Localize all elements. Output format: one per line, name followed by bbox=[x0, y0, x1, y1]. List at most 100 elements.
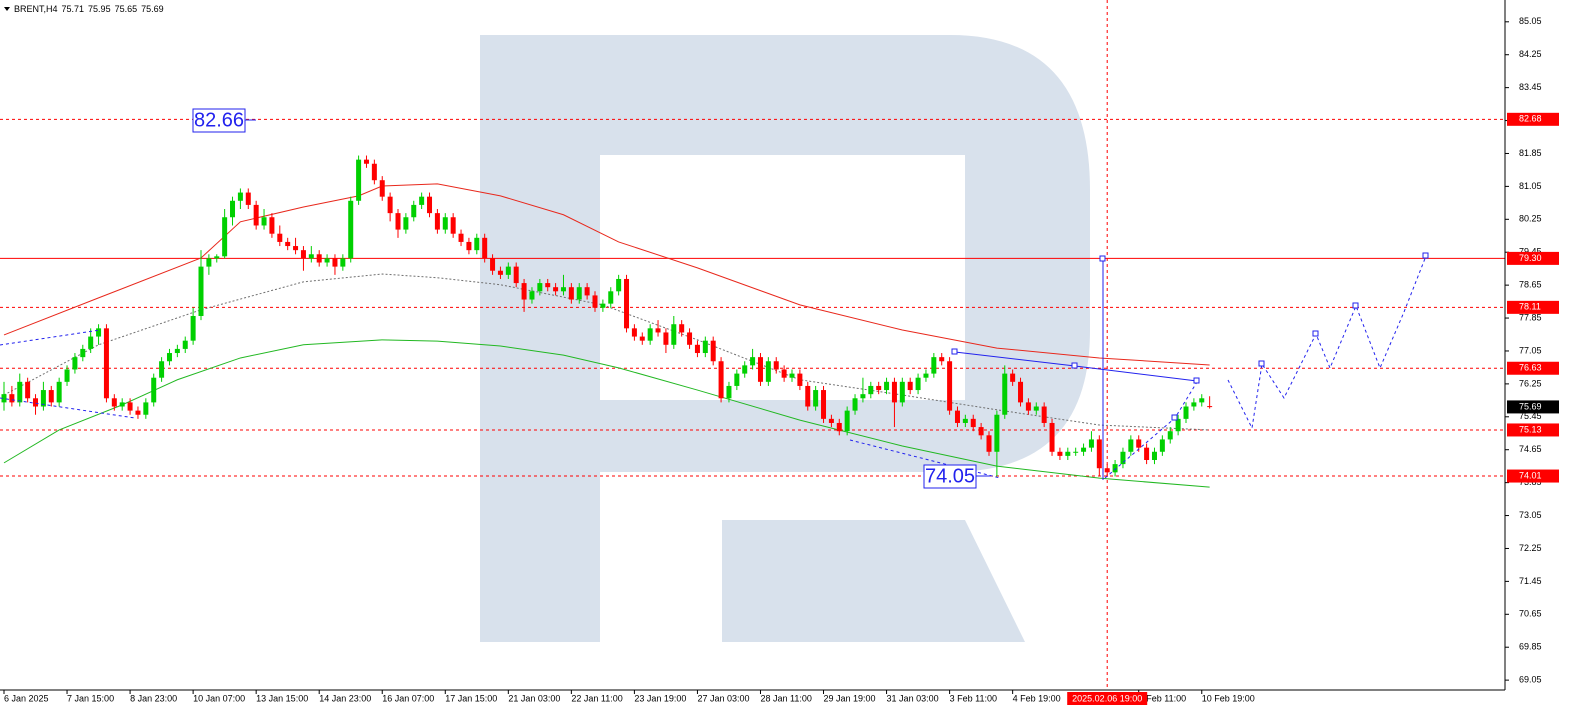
candle-body bbox=[718, 361, 724, 399]
candle-body bbox=[884, 381, 890, 391]
candle-body bbox=[915, 377, 921, 391]
y-tick-label: 74.65 bbox=[1519, 444, 1542, 454]
candle-body bbox=[726, 385, 732, 399]
candle-body bbox=[237, 192, 243, 201]
candle-body bbox=[805, 385, 811, 407]
level-label: 75.69 bbox=[1519, 401, 1542, 411]
close-value: 75.69 bbox=[141, 4, 164, 14]
candle-body bbox=[1081, 447, 1087, 452]
candle-body bbox=[876, 385, 882, 391]
trend-line bbox=[0, 329, 101, 346]
x-tick-label: 23 Jan 19:00 bbox=[634, 693, 686, 703]
candle-body bbox=[923, 373, 929, 378]
candle-body bbox=[143, 402, 149, 415]
anchor bbox=[1171, 414, 1178, 421]
candle-body bbox=[419, 196, 425, 205]
level-label-box bbox=[1507, 251, 1559, 265]
candle-body bbox=[687, 332, 693, 345]
candle-body bbox=[1, 394, 7, 403]
candle-body bbox=[166, 353, 172, 362]
axes: 85.0584.2583.4582.6581.8581.0580.2579.45… bbox=[0, 0, 1559, 705]
candle-body bbox=[1128, 439, 1134, 452]
candle-body bbox=[1167, 431, 1173, 440]
candle-body bbox=[553, 287, 559, 292]
crosshair-label: 2025.02.06 19:00 bbox=[1072, 693, 1142, 703]
candle-body bbox=[781, 369, 787, 378]
candle-body bbox=[891, 381, 897, 403]
candle-body bbox=[395, 213, 401, 230]
candle-body bbox=[308, 254, 314, 259]
candle-body bbox=[427, 196, 433, 214]
open-value: 75.71 bbox=[62, 4, 85, 14]
candle-body bbox=[72, 357, 78, 370]
candle-body bbox=[600, 303, 606, 308]
candle-body bbox=[261, 217, 267, 226]
candle-body bbox=[363, 159, 369, 164]
y-tick-label: 73.05 bbox=[1519, 510, 1542, 520]
candle-body bbox=[159, 361, 165, 378]
candle-body bbox=[458, 233, 464, 242]
candle-body bbox=[994, 414, 1000, 452]
x-tick-label: 28 Jan 11:00 bbox=[760, 693, 811, 703]
candle-body bbox=[947, 361, 953, 411]
candle-body bbox=[1010, 373, 1016, 382]
anchor-points bbox=[951, 252, 1429, 421]
candle-body bbox=[537, 283, 543, 292]
candle-body bbox=[474, 237, 480, 251]
watermark-r-leg bbox=[722, 520, 1025, 642]
candle-body bbox=[671, 324, 677, 345]
level-label: 74.01 bbox=[1519, 470, 1542, 480]
y-tick-label: 69.85 bbox=[1519, 642, 1542, 652]
anchor bbox=[1258, 360, 1265, 367]
candle-body bbox=[190, 315, 196, 341]
anchor bbox=[1099, 255, 1106, 262]
candle-body bbox=[9, 394, 15, 403]
level-label-box bbox=[1507, 300, 1559, 314]
candle-body bbox=[17, 381, 23, 403]
level-label-box bbox=[1507, 361, 1559, 375]
anchor bbox=[1193, 377, 1200, 384]
candle-body bbox=[1144, 447, 1150, 460]
candle-body bbox=[25, 381, 31, 399]
y-tick-label: 84.25 bbox=[1519, 49, 1542, 59]
candle-body bbox=[852, 398, 858, 411]
chart-header: BRENT,H4 75.71 75.95 75.65 75.69 bbox=[14, 4, 164, 14]
candle-body bbox=[663, 332, 669, 345]
trend-line bbox=[0, 397, 136, 419]
candle-body bbox=[174, 348, 180, 354]
candle-body bbox=[230, 200, 236, 218]
candle-body bbox=[1096, 439, 1102, 469]
candle-body bbox=[387, 196, 393, 214]
candle-body bbox=[742, 365, 748, 374]
candle-body bbox=[639, 336, 645, 341]
candle-body bbox=[860, 394, 866, 399]
candle-body bbox=[1151, 451, 1157, 460]
x-tick-label: 13 Jan 15:00 bbox=[256, 693, 308, 703]
low-value: 75.65 bbox=[115, 4, 138, 14]
candle-body bbox=[655, 328, 661, 333]
candle-body bbox=[48, 390, 54, 403]
level-label: 82.68 bbox=[1519, 114, 1542, 124]
candle-body bbox=[1002, 373, 1008, 415]
candle-body bbox=[821, 390, 827, 419]
candle-body bbox=[135, 410, 141, 415]
candle-body bbox=[103, 328, 109, 399]
y-tick-label: 72.25 bbox=[1519, 543, 1542, 553]
x-tick-label: 6 Jan 2025 bbox=[4, 693, 49, 703]
candle-body bbox=[710, 340, 716, 362]
x-tick-label: 10 Jan 07:00 bbox=[193, 693, 245, 703]
candle-body bbox=[466, 241, 472, 251]
candle-body bbox=[694, 344, 700, 354]
x-tick-label: 14 Jan 23:00 bbox=[319, 693, 371, 703]
candle-body bbox=[324, 258, 330, 263]
candle-body bbox=[513, 266, 519, 284]
candle-body bbox=[1057, 451, 1063, 456]
candle-body bbox=[88, 336, 94, 349]
moving-average bbox=[3, 273, 1210, 431]
candle-body bbox=[836, 422, 842, 432]
x-tick-label: 8 Jan 23:00 bbox=[130, 693, 177, 703]
candle-body bbox=[545, 283, 551, 288]
candle-body bbox=[285, 241, 291, 247]
candle-body bbox=[631, 328, 637, 337]
watermark bbox=[480, 35, 1090, 642]
